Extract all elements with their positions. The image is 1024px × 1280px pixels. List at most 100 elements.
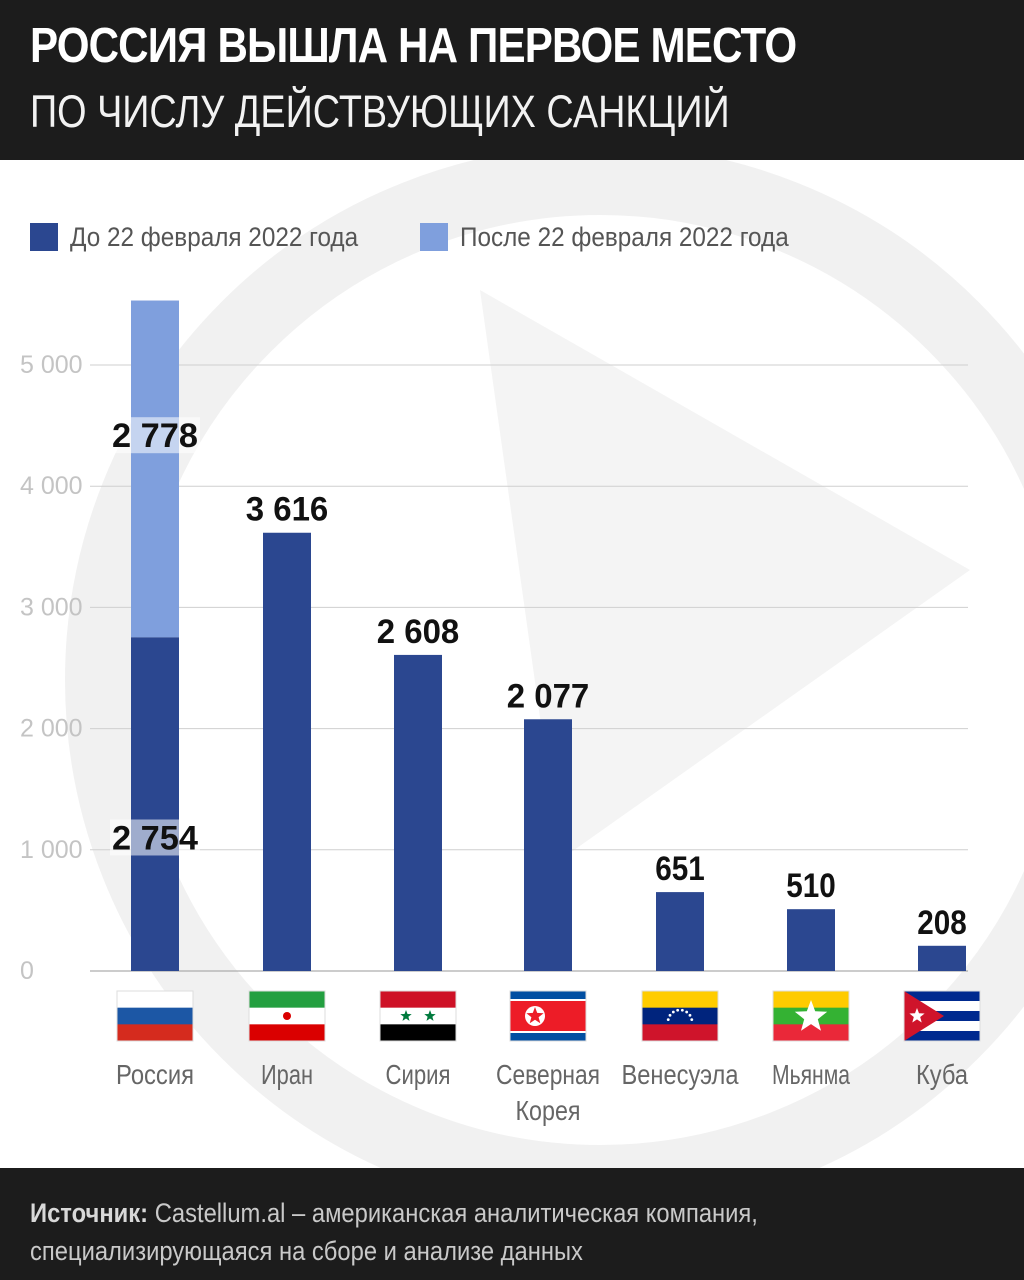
footer: Источник: Castellum.al – американская ан…: [0, 1168, 1024, 1280]
category-label: Сирия: [386, 1059, 451, 1090]
bar-chart: 0 1 000 2 000 3 000 4 000 5 000 2 754 2 778 3 6…: [20, 300, 981, 1126]
category-label: Северная: [496, 1059, 600, 1090]
bar-before: [656, 892, 704, 971]
data-label: 2 754: [112, 819, 198, 857]
flag-syria: [379, 990, 457, 1042]
flag-stripe: [380, 991, 456, 1009]
bar-before: [394, 654, 442, 971]
source-text: Castellum.al – американская аналитическа…: [30, 1198, 758, 1266]
flag-stripe: [904, 1001, 980, 1012]
star-dot: [685, 1010, 689, 1014]
bar-before: [918, 945, 966, 971]
y-tick-label: 2 000: [20, 715, 83, 743]
emblem: [283, 1012, 291, 1020]
source-label: Источник:: [30, 1198, 149, 1228]
data-label: 2 608: [377, 613, 460, 651]
data-label: 510: [786, 867, 836, 905]
flag-stripe: [773, 991, 849, 1009]
russia-after-label: 2 778: [110, 417, 200, 455]
bar-before: [524, 719, 572, 971]
data-label: 208: [917, 904, 967, 942]
data-label: 2 077: [507, 677, 590, 715]
grid-lines: 0 1 000 2 000 3 000 4 000 5 000: [20, 351, 968, 985]
star-shape: [794, 1000, 828, 1031]
flag-stripe: [380, 1024, 456, 1042]
star-dot: [676, 1008, 680, 1012]
star-shape: [526, 1007, 544, 1024]
flag-stripe: [380, 1007, 456, 1025]
category-label: Куба: [916, 1059, 968, 1090]
watermark-logo: [65, 160, 1024, 1168]
data-label: 3 616: [246, 491, 329, 529]
label-background: [110, 819, 200, 856]
label-background: [110, 417, 200, 454]
category-label: Иран: [261, 1059, 313, 1090]
star-shape: [909, 1008, 925, 1023]
y-tick-label: 3 000: [20, 593, 83, 621]
flag-border: [116, 990, 194, 1042]
y-tick-label: 4 000: [20, 472, 83, 500]
chart-title: РОССИЯ ВЫШЛА НА ПЕРВОЕ МЕСТО: [30, 19, 797, 73]
legend: До 22 февраля 2022 года После 22 февраля…: [30, 220, 855, 254]
legend-swatch-after: [420, 223, 449, 251]
bar-after: [131, 300, 179, 638]
data-labels: 2 754 2 778 3 616 2 608 2 077 651 510 208: [110, 417, 967, 942]
flag-border: [248, 990, 326, 1042]
star-dot: [666, 1018, 670, 1022]
bars: [131, 300, 966, 971]
flag-stripe: [510, 1001, 586, 1031]
flag-iran: [248, 990, 326, 1042]
flag-stripe: [249, 1024, 325, 1042]
star-dot: [680, 1008, 684, 1012]
chart-area: До 22 февраля 2022 года После 22 февраля…: [0, 160, 1024, 1168]
legend-item-before: До 22 февраля 2022 года: [30, 222, 390, 253]
legend-item-after: После 22 февраля 2022 года: [420, 222, 825, 253]
y-tick-label: 5 000: [20, 351, 83, 379]
russia-before-label: 2 754: [110, 819, 200, 857]
star-dot: [668, 1013, 672, 1017]
flag-stripe: [249, 991, 325, 1009]
flag-stripe: [117, 991, 193, 1009]
flag-venezuela: [641, 990, 719, 1042]
bar-before: [131, 637, 179, 971]
y-tick-label: 0: [20, 957, 34, 985]
legend-swatch-before: [30, 223, 58, 251]
flag-stripe: [904, 1021, 980, 1032]
flag-cuba: [903, 990, 981, 1042]
source-note: Источник: Castellum.al – американская ан…: [30, 1194, 963, 1270]
flags: [116, 990, 981, 1042]
category-label: Корея: [516, 1095, 581, 1126]
flag-border: [379, 990, 457, 1042]
flag-stripe: [117, 1024, 193, 1042]
flag-russia: [116, 990, 194, 1042]
data-label: 2 778: [112, 417, 198, 455]
bar-before: [787, 909, 835, 971]
star-dot: [688, 1013, 692, 1017]
flag-stripe: [642, 1024, 718, 1042]
category-label: Мьянма: [772, 1059, 850, 1090]
category-label: Венесуэла: [622, 1059, 739, 1090]
bar-before: [263, 532, 311, 971]
header-banner: РОССИЯ ВЫШЛА НА ПЕРВОЕ МЕСТО ПО ЧИСЛУ ДЕ…: [0, 0, 1024, 160]
chart-subtitle: ПО ЧИСЛУ ДЕЙСТВУЮЩИХ САНКЦИЙ: [30, 86, 730, 137]
legend-label-after: После 22 февраля 2022 года: [460, 221, 789, 252]
flag-stripe: [773, 1024, 849, 1042]
star-dot: [690, 1018, 694, 1022]
flag-border: [903, 990, 981, 1042]
legend-label-before: До 22 февраля 2022 года: [70, 221, 359, 252]
flag-stripe: [642, 1007, 718, 1025]
flag-north-korea: [509, 990, 587, 1042]
flag-border: [772, 990, 850, 1042]
category-labels: Россия Иран Сирия Северная Корея Венесуэла Мья…: [116, 1059, 968, 1126]
flag-stripe: [904, 1031, 980, 1042]
category-label: Россия: [116, 1059, 194, 1090]
flag-border: [641, 990, 719, 1042]
data-label: 651: [655, 850, 705, 888]
flag-myanmar: [772, 990, 850, 1042]
flag-triangle: [904, 991, 944, 1041]
flag-stripe: [642, 991, 718, 1009]
y-tick-label: 1 000: [20, 836, 83, 864]
star-shape: [400, 1010, 412, 1021]
star-dot: [671, 1010, 675, 1014]
flag-stripe: [117, 1007, 193, 1025]
